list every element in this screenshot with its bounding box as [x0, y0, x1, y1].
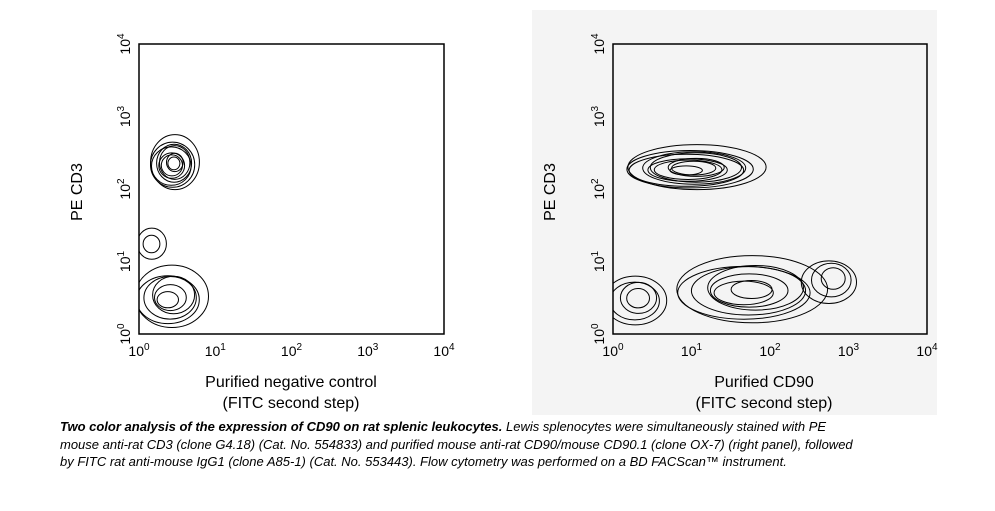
- left-x-axis-label-line1: Purified negative control: [205, 374, 377, 391]
- left-x-axis-label: Purified negative control (FITC second s…: [141, 372, 441, 414]
- right-plot-frame: [612, 43, 928, 335]
- right-contours: [613, 144, 858, 326]
- contour-ring: [613, 281, 660, 321]
- y-tick-label: 103: [590, 105, 607, 127]
- x-tick-label: 103: [838, 342, 860, 359]
- right-panel-background: [532, 10, 937, 415]
- contour-ring: [613, 275, 668, 326]
- contour-ring: [142, 234, 161, 254]
- contour-ring: [627, 144, 767, 191]
- contour-ring: [166, 152, 184, 173]
- contour-ring: [152, 275, 196, 315]
- contour-ring: [139, 275, 200, 325]
- contour-ring: [143, 276, 197, 320]
- x-tick-label: 104: [916, 342, 938, 359]
- y-tick-label: 104: [116, 33, 133, 55]
- contour-ring: [642, 151, 747, 185]
- contour-ring: [690, 266, 807, 316]
- y-tick-label: 101: [116, 250, 133, 272]
- contour-ring: [628, 153, 745, 187]
- contour-ring: [626, 288, 650, 309]
- x-tick-label: 104: [433, 342, 455, 359]
- figure-caption: Two color analysis of the expression of …: [60, 418, 860, 471]
- contour-ring: [619, 281, 658, 314]
- y-tick-label: 102: [590, 178, 607, 200]
- left-plot-frame: [138, 43, 445, 335]
- y-tick-label: 104: [590, 33, 607, 55]
- left-panel: 100 101 102 103 104 100 101 102 103 104 PE CD3: [69, 33, 455, 359]
- caption-title: Two color analysis of the expression of …: [60, 419, 503, 434]
- contour-ring: [669, 165, 703, 176]
- contour-ring: [667, 157, 725, 177]
- contour-ring: [156, 143, 193, 183]
- right-y-ticks: 100 101 102 103 104: [590, 33, 607, 345]
- right-x-axis-label-line2: (FITC second step): [695, 395, 833, 412]
- y-tick-label: 101: [590, 250, 607, 272]
- contour-ring: [820, 267, 846, 290]
- right-panel: 100 101 102 103 104 100 101 102 103 104 PE CD3: [542, 33, 938, 359]
- contour-ring: [671, 160, 717, 176]
- right-x-axis-label: Purified CD90 (FITC second step): [614, 372, 914, 414]
- contour-ring: [167, 156, 181, 171]
- contour-ring: [156, 291, 180, 309]
- contour-ring: [811, 262, 852, 298]
- contour-ring: [649, 152, 743, 183]
- contour-ring: [709, 273, 789, 308]
- right-x-axis-label-line1: Purified CD90: [714, 374, 814, 391]
- contour-ring: [730, 280, 773, 299]
- contour-ring: [800, 260, 858, 305]
- left-contours: [139, 134, 209, 328]
- y-tick-label: 100: [116, 323, 133, 345]
- x-tick-label: 100: [128, 342, 150, 359]
- right-x-ticks: 100 101 102 103 104: [602, 342, 938, 359]
- left-x-axis-label-line2: (FITC second step): [222, 395, 360, 412]
- x-tick-label: 102: [759, 342, 781, 359]
- contour-ring: [707, 265, 804, 311]
- y-tick-label: 103: [116, 105, 133, 127]
- right-y-axis-label: PE CD3: [542, 163, 559, 221]
- contour-ring: [158, 152, 186, 179]
- left-y-axis-label: PE CD3: [69, 163, 86, 221]
- contour-ring: [150, 141, 196, 188]
- contour-ring: [713, 280, 774, 306]
- contour-ring: [159, 145, 191, 180]
- contour-ring: [676, 255, 829, 324]
- y-tick-label: 100: [590, 323, 607, 345]
- x-tick-label: 100: [602, 342, 624, 359]
- x-tick-label: 103: [357, 342, 379, 359]
- caption-body: Lewis splenocytes were simultaneously st…: [60, 419, 853, 469]
- x-tick-label: 101: [205, 342, 227, 359]
- left-y-ticks: 100 101 102 103 104: [116, 33, 133, 345]
- contour-ring: [653, 159, 723, 181]
- left-x-ticks: 100 101 102 103 104: [128, 342, 455, 359]
- contour-ring: [626, 150, 754, 189]
- x-tick-label: 101: [681, 342, 703, 359]
- contour-ring: [139, 227, 167, 260]
- contour-ring: [154, 284, 187, 312]
- contour-ring: [139, 264, 209, 328]
- x-tick-label: 102: [281, 342, 303, 359]
- y-tick-label: 102: [116, 178, 133, 200]
